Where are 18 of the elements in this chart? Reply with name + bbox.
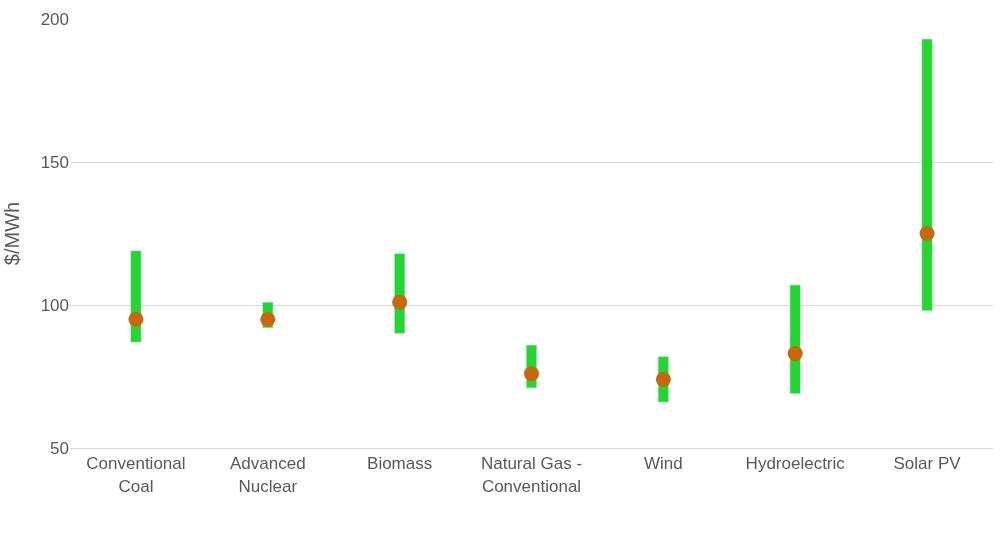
- y-axis-title: $/MWh: [1, 201, 24, 266]
- y-tick-label: 50: [50, 438, 69, 458]
- y-tick-label: 150: [40, 152, 69, 172]
- x-tick-label: Solar PV: [893, 454, 962, 474]
- point: [655, 371, 671, 387]
- bar: [921, 38, 933, 311]
- y-tick-label: 100: [40, 295, 69, 315]
- point: [260, 311, 276, 327]
- y-tick-label: 200: [40, 9, 69, 29]
- x-tick-label: Advanced Nuclear: [229, 454, 306, 496]
- x-tick-label: Hydroelectric: [745, 454, 846, 474]
- x-tick-label: Wind: [643, 454, 683, 474]
- point: [392, 294, 408, 310]
- x-tick-label: Conventional Coal: [86, 454, 186, 496]
- point: [524, 366, 539, 382]
- x-tick-label: Natural Gas - Conventional: [480, 454, 583, 496]
- x-tick-label: Biomass: [367, 454, 433, 474]
- point: [919, 226, 935, 241]
